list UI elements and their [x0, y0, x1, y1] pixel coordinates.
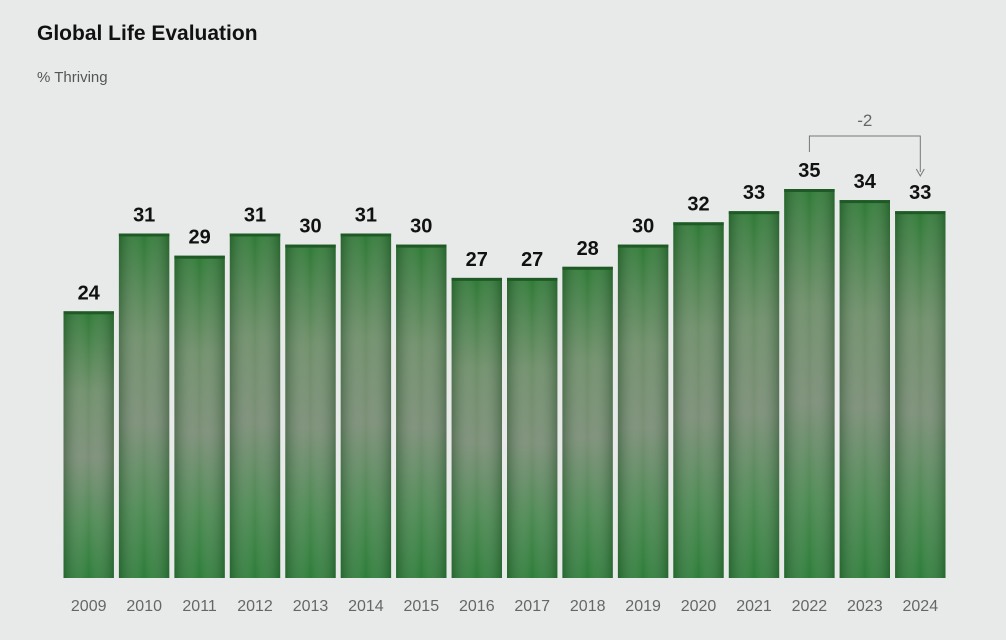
value-label-2012: 31 — [244, 205, 266, 227]
value-label-2019: 30 — [632, 216, 654, 238]
bar-shade-2020 — [673, 222, 724, 579]
x-tick-label-2013: 2013 — [293, 598, 329, 615]
value-label-2009: 24 — [78, 282, 101, 304]
bar-shade-2019 — [617, 244, 669, 578]
value-label-2011: 29 — [188, 227, 210, 249]
bar-shade-2009 — [63, 311, 114, 578]
x-tick-label-2020: 2020 — [681, 598, 717, 615]
change-annotation-bracket — [808, 135, 921, 172]
bar-shade-2014 — [340, 233, 392, 578]
change-annotation-label: -2 — [857, 111, 872, 130]
x-tick-label-2016: 2016 — [459, 598, 495, 615]
bar-top-edge — [895, 211, 946, 215]
x-tick-label-2011: 2011 — [182, 598, 217, 615]
value-label-2024: 33 — [909, 182, 931, 204]
bar-top-edge — [63, 311, 114, 315]
x-tick-label-2018: 2018 — [570, 598, 606, 615]
bar-top-edge — [118, 233, 170, 237]
value-label-2010: 31 — [133, 205, 155, 227]
value-label-2021: 33 — [743, 182, 765, 204]
bar-top-edge — [562, 266, 613, 270]
x-tick-label-2014: 2014 — [348, 598, 384, 615]
bar-top-edge — [174, 255, 225, 259]
bar-top-edge — [784, 189, 835, 192]
chart-subtitle: % Thriving — [37, 69, 108, 86]
x-tick-label-2021: 2021 — [736, 598, 772, 615]
bar-shade-2012 — [229, 233, 281, 578]
value-label-2014: 31 — [355, 205, 377, 227]
value-label-2020: 32 — [687, 193, 709, 215]
bar-top-edge — [507, 277, 558, 281]
bar-top-edge — [285, 244, 336, 248]
bar-top-edge — [229, 233, 281, 237]
value-label-2013: 30 — [299, 216, 321, 238]
bar-shade-2022 — [784, 189, 835, 578]
value-label-2015: 30 — [410, 216, 432, 238]
bar-shade-2013 — [285, 244, 336, 578]
bar-shade-2010 — [118, 233, 170, 578]
bar-top-edge — [839, 200, 890, 204]
bar-top-edge — [340, 233, 392, 237]
bar-top-edge — [451, 277, 502, 281]
value-label-2018: 28 — [577, 238, 599, 260]
x-tick-label-2015: 2015 — [404, 598, 440, 615]
bar-top-edge — [728, 211, 780, 215]
bar-top-edge — [396, 244, 447, 248]
bar-shade-2023 — [839, 200, 890, 578]
bar-top-edge — [617, 244, 669, 248]
x-tick-label-2024: 2024 — [903, 598, 939, 615]
bar-shade-2016 — [451, 277, 502, 578]
value-label-2017: 27 — [521, 249, 543, 271]
chart-title: Global Life Evaluation — [37, 22, 258, 45]
value-label-2023: 34 — [854, 171, 877, 193]
bar-shade-2018 — [562, 266, 613, 578]
x-tick-label-2022: 2022 — [792, 598, 828, 615]
x-tick-label-2019: 2019 — [625, 598, 661, 615]
change-annotation-arrow — [915, 168, 925, 178]
x-tick-label-2012: 2012 — [237, 598, 273, 615]
x-tick-label-2017: 2017 — [514, 598, 550, 615]
bar-shade-2021 — [728, 211, 780, 578]
x-tick-label-2009: 2009 — [71, 598, 107, 615]
bar-top-edge — [673, 222, 724, 226]
bar-shade-2015 — [396, 244, 447, 578]
value-label-2016: 27 — [466, 249, 488, 271]
x-tick-label-2023: 2023 — [847, 598, 883, 615]
bar-shade-2011 — [174, 255, 225, 578]
bar-shade-2017 — [507, 277, 558, 578]
bar-shade-2024 — [895, 211, 946, 578]
x-tick-label-2010: 2010 — [126, 598, 162, 615]
value-label-2022: 35 — [798, 160, 820, 182]
